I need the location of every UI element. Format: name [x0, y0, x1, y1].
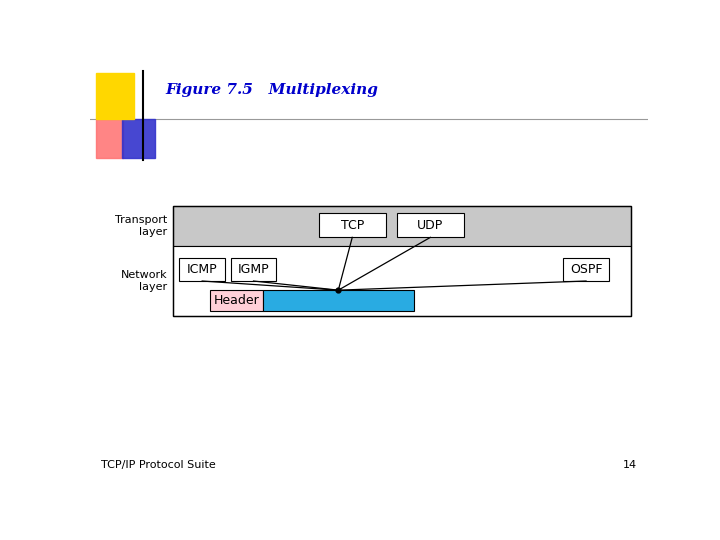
- Bar: [230, 258, 276, 281]
- Bar: [122, 119, 155, 158]
- Text: TCP/IP Protocol Suite: TCP/IP Protocol Suite: [101, 460, 216, 470]
- Bar: [179, 258, 225, 281]
- Text: Transport
layer: Transport layer: [114, 215, 167, 237]
- Text: TCP: TCP: [341, 219, 364, 232]
- Bar: [96, 73, 133, 119]
- Bar: [96, 119, 124, 158]
- Text: Network
layer: Network layer: [120, 270, 167, 292]
- Bar: [173, 206, 631, 246]
- Text: ICMP: ICMP: [187, 263, 217, 276]
- Bar: [210, 290, 263, 311]
- Text: 14: 14: [623, 460, 637, 470]
- Text: OSPF: OSPF: [570, 263, 603, 276]
- Bar: [173, 206, 631, 316]
- Bar: [563, 258, 609, 281]
- Bar: [319, 213, 386, 238]
- Bar: [263, 290, 414, 311]
- Bar: [173, 246, 631, 316]
- Bar: [397, 213, 464, 238]
- Text: IGMP: IGMP: [238, 263, 269, 276]
- Text: Header: Header: [214, 294, 259, 307]
- Text: Figure 7.5   Multiplexing: Figure 7.5 Multiplexing: [166, 83, 378, 97]
- Text: UDP: UDP: [418, 219, 444, 232]
